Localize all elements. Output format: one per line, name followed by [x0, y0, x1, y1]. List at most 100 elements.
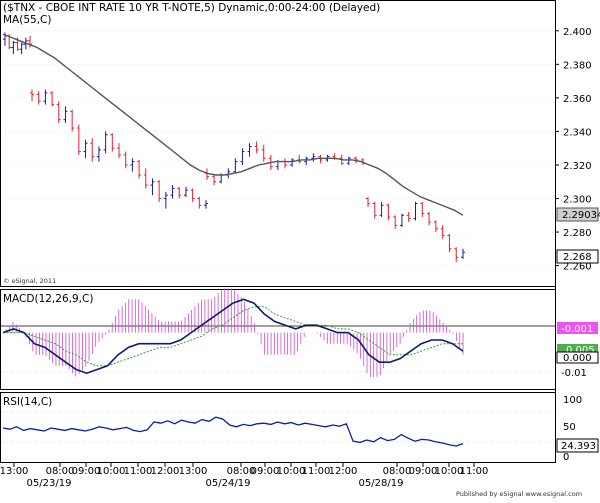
- last-price-label: 2.268: [563, 252, 592, 263]
- macd-signal-line: [3, 306, 463, 367]
- rsi-tick-50: 50: [563, 422, 576, 433]
- ohlc-bar: [177, 186, 182, 199]
- time-tick-label: 13:00: [179, 466, 208, 477]
- price-tick-label: 2.260: [563, 262, 592, 273]
- ohlc-bar: [63, 106, 68, 124]
- ohlc-bar: [19, 42, 24, 55]
- ohlc-bar: [163, 191, 168, 209]
- ohlc-bar: [117, 143, 121, 159]
- ohlc-bar: [150, 178, 155, 196]
- ohlc-bar: [304, 156, 309, 165]
- rsi-value-box: [556, 438, 599, 453]
- price-tick-label: 2.320: [563, 161, 592, 172]
- ohlc-bar: [170, 185, 175, 199]
- ohlc-bar: [183, 186, 188, 197]
- ohlc-bar: [76, 124, 81, 155]
- ohlc-bar: [43, 89, 48, 105]
- ohlc-bar: [254, 141, 259, 154]
- ohlc-bar: [406, 211, 411, 222]
- time-tick-label: 11:00: [460, 466, 489, 477]
- price-tick-label: 2.340: [563, 127, 592, 138]
- candle-group: [3, 32, 465, 263]
- macd-legend: MACD(12,26,9,C): [3, 293, 93, 305]
- ohlc-bar: [190, 188, 195, 202]
- time-tick-label: 10:00: [435, 466, 464, 477]
- time-tick-label: 08:00: [383, 466, 412, 477]
- ohlc-bar: [130, 158, 135, 172]
- ohlc-bar: [36, 91, 41, 105]
- rsi-tick-100: 100: [563, 395, 582, 406]
- ohlc-bar: [50, 91, 55, 107]
- ohlc-bar: [346, 156, 351, 165]
- macd-signal-label: 0.000: [563, 353, 592, 364]
- time-tick-label: 12:00: [329, 466, 358, 477]
- footer-text: Published by eSignal www.esignal.com: [456, 490, 582, 498]
- ohlc-bar: [123, 151, 128, 169]
- ohlc-bar: [318, 154, 323, 164]
- ohlc-bar: [240, 148, 245, 165]
- ohlc-bar: [212, 175, 217, 186]
- ohlc-bar: [420, 201, 425, 217]
- ma-line: [2, 33, 464, 216]
- macd-signal-box: [556, 351, 599, 364]
- time-tick-label: 09:00: [251, 466, 280, 477]
- time-tick-label: 09:00: [72, 466, 101, 477]
- ohlc-bar: [83, 139, 88, 159]
- price-panel: [0, 0, 556, 287]
- macd-histogram: [5, 288, 464, 377]
- macd-hist-label: -0.001: [561, 324, 593, 335]
- rsi-line: [2, 416, 464, 447]
- ohlc-bar: [372, 201, 377, 219]
- time-tick-label: 08:00: [227, 466, 256, 477]
- time-tick-label: 09:00: [409, 466, 438, 477]
- macd-line-label: 0.005: [566, 345, 595, 356]
- price-tick-label: 2.400: [563, 27, 592, 38]
- ohlc-bar: [103, 131, 108, 154]
- ohlc-bar: [233, 158, 238, 174]
- ohlc-bar: [311, 153, 316, 162]
- rsi-legend: RSI(14,C): [3, 396, 52, 408]
- ohlc-bar: [366, 196, 370, 207]
- ohlc-bar: [70, 109, 75, 132]
- macd-hist-box: [557, 322, 598, 334]
- ohlc-bar: [427, 211, 432, 226]
- ma-price-box: [556, 207, 599, 222]
- ohlc-bar: [461, 248, 465, 259]
- ohlc-bar: [440, 225, 445, 239]
- time-tick-label: 08:00: [46, 466, 75, 477]
- ohlc-bar: [261, 144, 266, 162]
- ohlc-bar: [399, 213, 404, 228]
- last-price-box: [556, 249, 599, 264]
- ohlc-bar: [204, 200, 208, 209]
- ohlc-bar: [137, 159, 142, 179]
- price-tick-label: 2.380: [563, 60, 592, 71]
- price-tick-label: 2.280: [563, 228, 592, 239]
- ohlc-bar: [56, 101, 61, 124]
- ohlc-bar: [30, 89, 34, 102]
- time-tick-label: 11:00: [124, 466, 153, 477]
- date-label: 05/23/19: [27, 478, 72, 489]
- rsi-tick-0: 0: [563, 452, 569, 463]
- chart-title: ($TNX - CBOE INT RATE 10 YR T-NOTE,5) Dy…: [3, 2, 380, 14]
- ohlc-bar: [90, 138, 95, 162]
- time-tick-label: 10:00: [277, 466, 306, 477]
- ohlc-bar: [96, 146, 101, 162]
- ohlc-bar: [11, 40, 16, 55]
- ohlc-bar: [386, 203, 391, 221]
- ohlc-bar: [143, 168, 148, 189]
- ohlc-bar: [247, 143, 252, 157]
- macd-tick-label: -0.01: [561, 368, 587, 379]
- ohlc-bar: [454, 247, 459, 263]
- time-tick-label: 10:00: [97, 466, 126, 477]
- watermark: © eSignal, 2011: [3, 277, 56, 285]
- time-tick-label: 12:00: [151, 466, 180, 477]
- ma-legend: MA(55,C): [3, 14, 51, 26]
- date-label: 05/28/19: [359, 478, 404, 489]
- macd-line: [2, 298, 464, 375]
- ohlc-bar: [447, 233, 452, 253]
- price-axis: 2.400 2.380 2.360 2.340 2.320 2.300 2.280 2.260: [555, 27, 592, 273]
- ohlc-bar: [393, 215, 398, 229]
